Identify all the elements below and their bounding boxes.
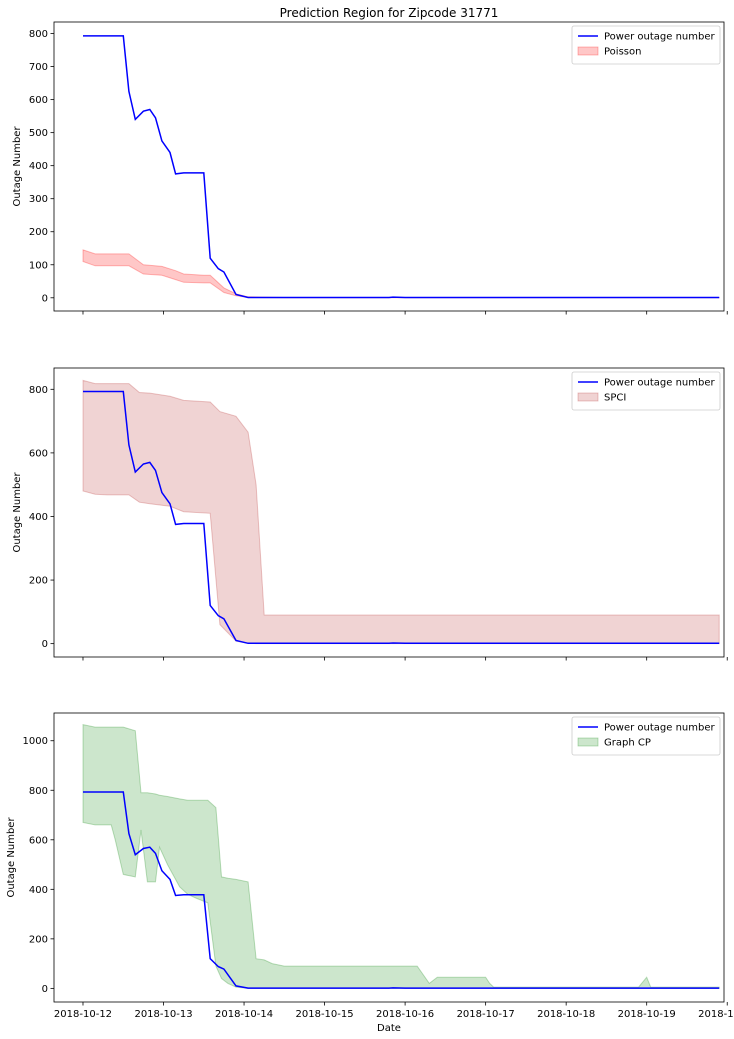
series-line-power-outage-number <box>83 390 720 645</box>
y-tick-label: 400 <box>29 512 48 523</box>
legend-label: Power outage number <box>604 378 716 389</box>
x-tick-label: 2018-10-18 <box>537 1009 595 1020</box>
y-tick-label: 400 <box>29 885 48 896</box>
plot-area <box>82 379 720 645</box>
y-tick-label: 500 <box>29 128 48 139</box>
axes-frame <box>53 21 725 312</box>
chart-panel-poisson: Prediction Region for Zipcode 31771 Outa… <box>12 6 728 315</box>
legend: Power outage number Poisson <box>571 25 721 65</box>
axes-frame <box>53 367 725 658</box>
chart-panel-graph-cp: Outage Number Date 0 200 400 600 800 1000 2018… <box>6 712 734 1034</box>
x-tick-label: 2018-10-16 <box>376 1009 434 1020</box>
plot-area <box>82 35 720 299</box>
chart-title: Prediction Region for Zipcode 31771 <box>280 6 499 20</box>
y-axis-label: Outage Number <box>12 472 23 553</box>
y-tick-label: 1000 <box>23 736 48 747</box>
x-tick-label: 2018-10-12 <box>54 1009 112 1020</box>
legend-label: Poisson <box>604 47 641 58</box>
y-tick-label: 800 <box>29 29 48 40</box>
legend-swatch-band <box>577 46 599 56</box>
y-tick-label: 600 <box>29 835 48 846</box>
y-tick-label: 600 <box>29 448 48 459</box>
x-tick-label: 2018-10-13 <box>134 1009 192 1020</box>
x-axis-label: Date <box>377 1023 401 1034</box>
chart-panel-spci: Outage Number 0 200 400 600 800 Power outage … <box>12 367 728 661</box>
x-tick-label: 2018-10-15 <box>296 1009 354 1020</box>
y-axis-label: Outage Number <box>12 126 23 207</box>
x-tick-label: 2018-10-14 <box>215 1009 273 1020</box>
plot-area <box>82 723 720 989</box>
x-tick-label: 2018-10-17 <box>457 1009 515 1020</box>
y-tick-label: 0 <box>42 984 48 995</box>
y-tick-label: 200 <box>29 227 48 238</box>
legend-swatch-band <box>577 392 599 402</box>
y-tick-label: 800 <box>29 385 48 396</box>
y-axis-label: Outage Number <box>6 817 17 898</box>
y-tick-label: 200 <box>29 576 48 587</box>
x-tick-label: 2018-10-19 <box>618 1009 676 1020</box>
series-line-power-outage-number <box>83 791 720 989</box>
y-tick-label: 0 <box>42 639 48 650</box>
y-tick-label: 100 <box>29 260 48 271</box>
legend-label: Graph CP <box>604 738 651 749</box>
y-tick-label: 0 <box>42 293 48 304</box>
y-tick-label: 700 <box>29 62 48 73</box>
legend-label: Power outage number <box>604 723 716 734</box>
legend-swatch-band <box>577 737 599 747</box>
legend-label: SPCI <box>604 393 626 404</box>
series-line-power-outage-number <box>83 35 720 299</box>
y-tick-label: 400 <box>29 161 48 172</box>
legend-label: Power outage number <box>604 32 716 43</box>
y-tick-label: 200 <box>29 934 48 945</box>
y-tick-label: 800 <box>29 786 48 797</box>
legend: Power outage number Graph CP <box>571 716 721 756</box>
axes-frame <box>53 712 725 1003</box>
y-tick-label: 300 <box>29 194 48 205</box>
legend: Power outage number SPCI <box>571 371 721 411</box>
x-tick-label: 2018-10-20 <box>698 1009 734 1020</box>
y-tick-label: 600 <box>29 95 48 106</box>
